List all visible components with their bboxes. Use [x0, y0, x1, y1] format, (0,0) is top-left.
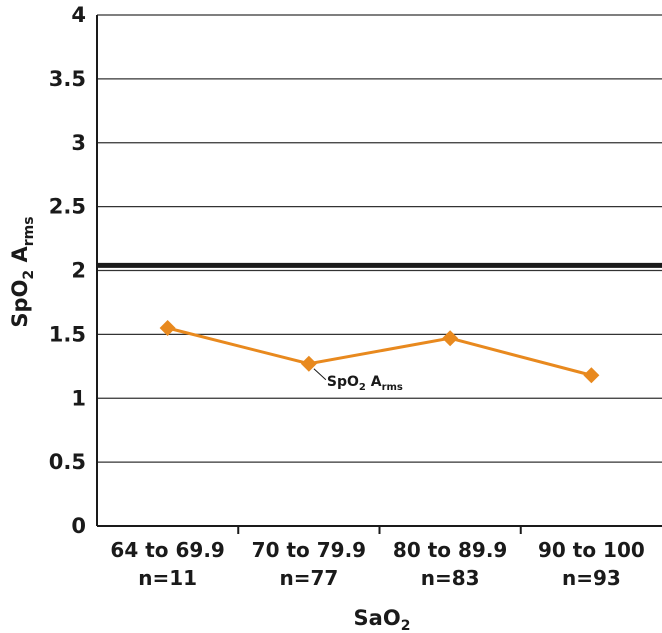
x-category-labels: 64 to 69.9 n=11 70 to 79.9 n=77 80 to 89.9 n=…: [110, 538, 644, 590]
y-axis-label: SpO2 Arms: [8, 216, 37, 327]
y-tick-label: 3.5: [49, 67, 86, 91]
y-tick-label: 3: [71, 131, 86, 155]
data-point-marker: [583, 367, 600, 384]
y-axis-label-sub1: 2: [21, 270, 37, 280]
series-annotation: SpO2 Arms: [313, 368, 403, 393]
annotation-mid: A: [366, 374, 382, 390]
annotation-sub1: 2: [359, 382, 366, 393]
y-tick-label: 4: [71, 3, 86, 27]
x-axis-label: SaO2: [354, 606, 411, 633]
x-category-n-label: n=93: [562, 566, 621, 590]
x-category-label: 64 to 69.9: [110, 538, 224, 562]
x-category-n-label: n=11: [138, 566, 197, 590]
x-category-label: 70 to 79.9: [252, 538, 366, 562]
y-tick-label: 2: [71, 259, 86, 283]
y-tick-labels: 0 0.5 1 1.5 2 2.5 3 3.5 4: [49, 3, 86, 538]
y-axis-label-mid: A: [8, 246, 32, 270]
data-point-marker: [159, 319, 176, 336]
annotation-label: SpO2 Arms: [327, 374, 403, 393]
axes: [96, 15, 662, 534]
x-axis-label-base: SaO: [354, 606, 401, 630]
annotation-leader-line: [313, 368, 327, 381]
data-point-marker: [300, 355, 317, 372]
y-tick-label: 0: [71, 514, 86, 538]
annotation-sub2: rms: [382, 382, 403, 393]
series-group: [159, 319, 600, 384]
y-tick-label: 2.5: [49, 195, 86, 219]
y-tick-label: 1.5: [49, 322, 86, 346]
y-axis-label-sub2: rms: [21, 216, 37, 246]
x-axis-label-sub: 2: [401, 618, 411, 633]
y-tick-label: 0.5: [49, 450, 86, 474]
y-tick-label: 1: [71, 386, 86, 410]
y-axis-label-base: SpO: [8, 280, 32, 328]
x-category-n-label: n=83: [421, 566, 480, 590]
series-line: [167, 326, 592, 377]
gridlines: [97, 14, 662, 463]
x-category-n-label: n=77: [279, 566, 338, 590]
annotation-base: SpO: [327, 374, 359, 390]
data-point-marker: [442, 330, 459, 347]
x-category-label: 80 to 89.9: [393, 538, 507, 562]
x-category-label: 90 to 100: [538, 538, 645, 562]
